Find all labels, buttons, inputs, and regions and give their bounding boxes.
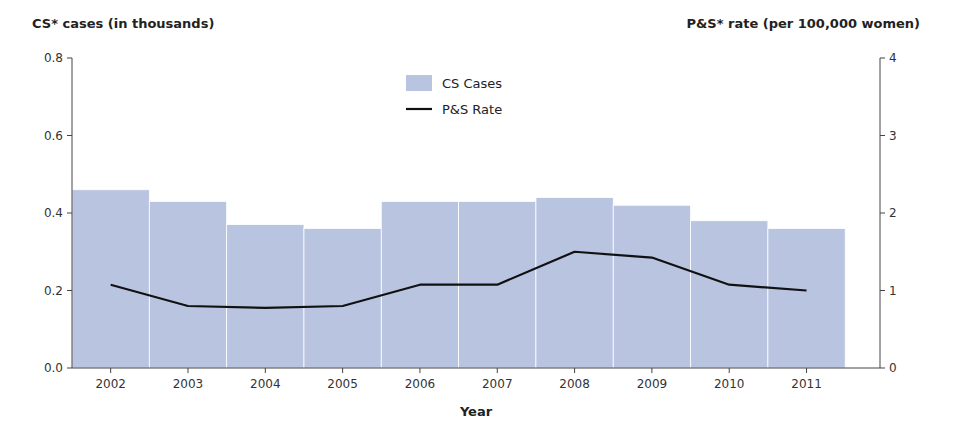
y2-tick <box>880 58 885 59</box>
x-tick <box>110 368 111 373</box>
y-tick-label: 0.2 <box>44 284 63 298</box>
y2-tick <box>880 135 885 136</box>
x-tick <box>419 368 420 373</box>
y2-tick-label: 3 <box>889 129 897 143</box>
y2-tick-label: 2 <box>889 206 897 220</box>
y2-tick <box>880 368 885 369</box>
line <box>111 252 807 308</box>
x-tick <box>187 368 188 373</box>
axis-labels: Year CS* cases (in thousands) P&S* rate (p… <box>32 16 920 419</box>
legend-swatch <box>406 108 432 110</box>
x-tick-label: 2006 <box>405 377 436 391</box>
y2-tick <box>880 290 885 291</box>
legend-label: P&S Rate <box>442 102 502 117</box>
y-tick-label: 0.8 <box>44 51 63 65</box>
bar <box>149 201 226 368</box>
y2-tick-label: 1 <box>889 284 897 298</box>
bar <box>72 190 149 368</box>
y-tick <box>67 58 72 59</box>
x-tick-label: 2011 <box>791 377 822 391</box>
bar-series <box>72 190 845 368</box>
y-axis-label: CS* cases (in thousands) <box>32 16 214 31</box>
bar <box>227 225 304 368</box>
x-axis-line <box>72 368 880 369</box>
x-tick-label: 2003 <box>173 377 204 391</box>
x-tick-label: 2005 <box>327 377 358 391</box>
x-tick <box>265 368 266 373</box>
bar <box>613 205 690 368</box>
y2-axis-label: P&S* rate (per 100,000 women) <box>686 16 920 31</box>
y-tick <box>67 213 72 214</box>
bar <box>691 221 768 368</box>
x-tick-label: 2007 <box>482 377 513 391</box>
y-tick <box>67 135 72 136</box>
y2-tick-label: 0 <box>889 361 897 375</box>
x-tick <box>806 368 807 373</box>
x-axis-label: Year <box>459 404 493 419</box>
y2-tick <box>880 213 885 214</box>
x-tick-label: 2008 <box>559 377 590 391</box>
x-tick <box>574 368 575 373</box>
marks <box>72 190 845 368</box>
y-tick <box>67 290 72 291</box>
x-tick-label: 2002 <box>95 377 126 391</box>
y-tick-label: 0.0 <box>44 361 63 375</box>
legend-label: CS Cases <box>442 76 502 91</box>
x-tick <box>497 368 498 373</box>
y-tick-label: 0.6 <box>44 129 63 143</box>
x-tick-label: 2009 <box>637 377 668 391</box>
x-tick-label: 2010 <box>714 377 745 391</box>
chart: 2002 2003 2004 2005 2006 2007 2008 2009 2010 2011… <box>0 0 960 430</box>
y-tick <box>67 368 72 369</box>
bar <box>768 229 845 369</box>
x-tick-label: 2004 <box>250 377 281 391</box>
bar <box>536 198 613 369</box>
y-tick-label: 0.4 <box>44 206 63 220</box>
x-tick <box>729 368 730 373</box>
x-tick <box>651 368 652 373</box>
legend-swatch <box>406 75 432 91</box>
background <box>0 0 960 430</box>
x-tick <box>342 368 343 373</box>
axes: 2002 2003 2004 2005 2006 2007 2008 2009 2010 2011… <box>44 51 897 391</box>
legend: CS Cases P&S Rate <box>406 75 502 117</box>
page: {"chart_data": { "type": "bar", "x_label… <box>0 0 960 430</box>
y2-tick-label: 4 <box>889 51 897 65</box>
